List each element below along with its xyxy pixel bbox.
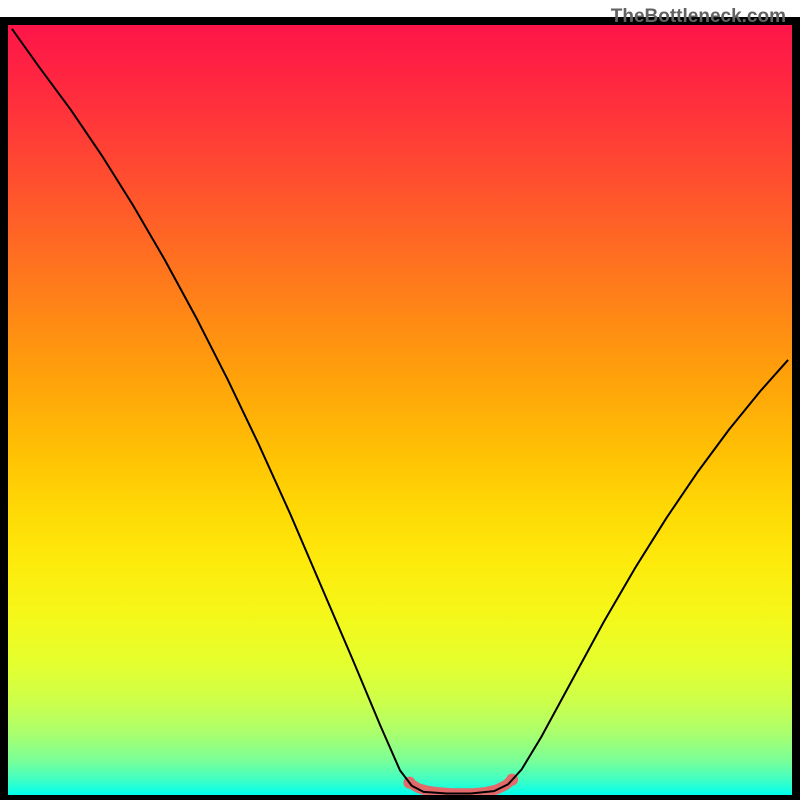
chart-svg — [0, 0, 800, 800]
plot-background — [8, 25, 792, 795]
watermark-text: TheBottleneck.com — [611, 6, 786, 28]
bottleneck-chart: TheBottleneck.com — [0, 0, 800, 800]
